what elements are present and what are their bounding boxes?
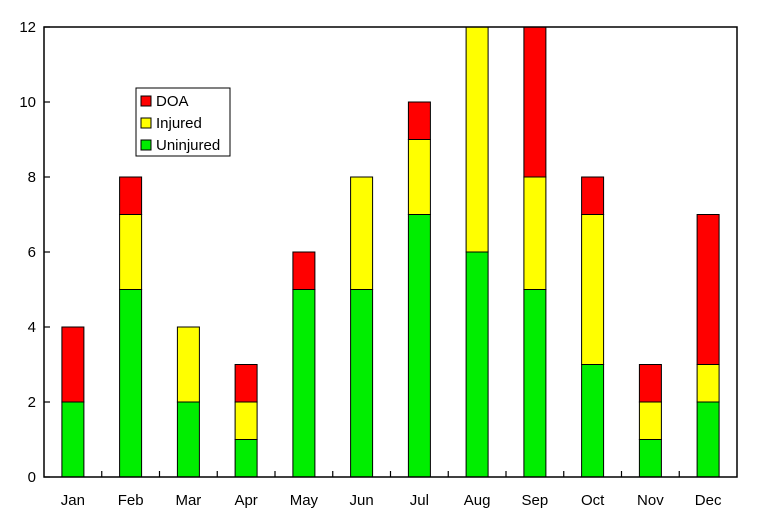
bar-injured-apr xyxy=(234,401,258,440)
bar-doa-jan xyxy=(61,326,85,403)
bar-doa-apr xyxy=(234,364,258,403)
x-tick-label-jan: Jan xyxy=(61,492,85,509)
legend-label-injured: Injured xyxy=(156,115,202,132)
bar-injured-mar xyxy=(176,326,200,403)
bar-doa-oct xyxy=(581,176,605,215)
x-tick-label-aug: Aug xyxy=(464,492,491,509)
legend-swatch-doa xyxy=(140,95,152,107)
bar-injured-nov xyxy=(638,401,662,440)
bar-injured-oct xyxy=(581,214,605,365)
x-tick-label-jun: Jun xyxy=(350,492,374,509)
bar-uninjured-oct xyxy=(581,364,605,478)
bar-injured-jul xyxy=(407,139,431,215)
bar-injured-jun xyxy=(350,176,374,290)
bar-doa-jul xyxy=(407,101,431,140)
y-tick-label: 10 xyxy=(19,94,36,111)
legend-swatch-injured xyxy=(140,117,152,129)
y-tick-label: 8 xyxy=(28,169,36,186)
bar-injured-feb xyxy=(119,214,143,290)
bar-uninjured-apr xyxy=(234,439,258,478)
bar-uninjured-aug xyxy=(465,251,489,478)
x-tick-label-dec: Dec xyxy=(695,492,722,509)
x-tick-label-sep: Sep xyxy=(522,492,549,509)
legend-label-uninjured: Uninjured xyxy=(156,137,220,154)
bar-doa-dec xyxy=(696,214,720,365)
x-tick-label-nov: Nov xyxy=(637,492,664,509)
x-tick-label-jul: Jul xyxy=(410,492,429,509)
bar-uninjured-dec xyxy=(696,401,720,478)
bar-uninjured-mar xyxy=(176,401,200,478)
y-tick-label: 6 xyxy=(28,244,36,261)
legend-box xyxy=(135,87,231,157)
bar-uninjured-sep xyxy=(523,289,547,478)
legend-label-doa: DOA xyxy=(156,93,189,110)
y-tick-label: 2 xyxy=(28,394,36,411)
bar-uninjured-jan xyxy=(61,401,85,478)
x-tick-label-mar: Mar xyxy=(175,492,201,509)
bar-injured-sep xyxy=(523,176,547,290)
y-tick-label: 12 xyxy=(19,19,36,36)
bar-uninjured-jun xyxy=(350,289,374,478)
x-tick-label-may: May xyxy=(290,492,319,509)
bar-doa-nov xyxy=(638,364,662,403)
bar-doa-sep xyxy=(523,26,547,178)
bar-uninjured-nov xyxy=(638,439,662,478)
x-tick-label-feb: Feb xyxy=(118,492,144,509)
bar-uninjured-may xyxy=(292,289,316,478)
x-tick-label-oct: Oct xyxy=(581,492,605,509)
bar-uninjured-feb xyxy=(119,289,143,478)
y-tick-label: 0 xyxy=(28,469,36,486)
bar-injured-aug xyxy=(465,26,489,253)
bar-doa-may xyxy=(292,251,316,290)
x-tick-label-apr: Apr xyxy=(234,492,257,509)
bar-uninjured-jul xyxy=(407,214,431,478)
y-tick-label: 4 xyxy=(28,319,36,336)
legend-swatch-uninjured xyxy=(140,139,152,151)
bar-doa-feb xyxy=(119,176,143,215)
bar-injured-dec xyxy=(696,364,720,403)
